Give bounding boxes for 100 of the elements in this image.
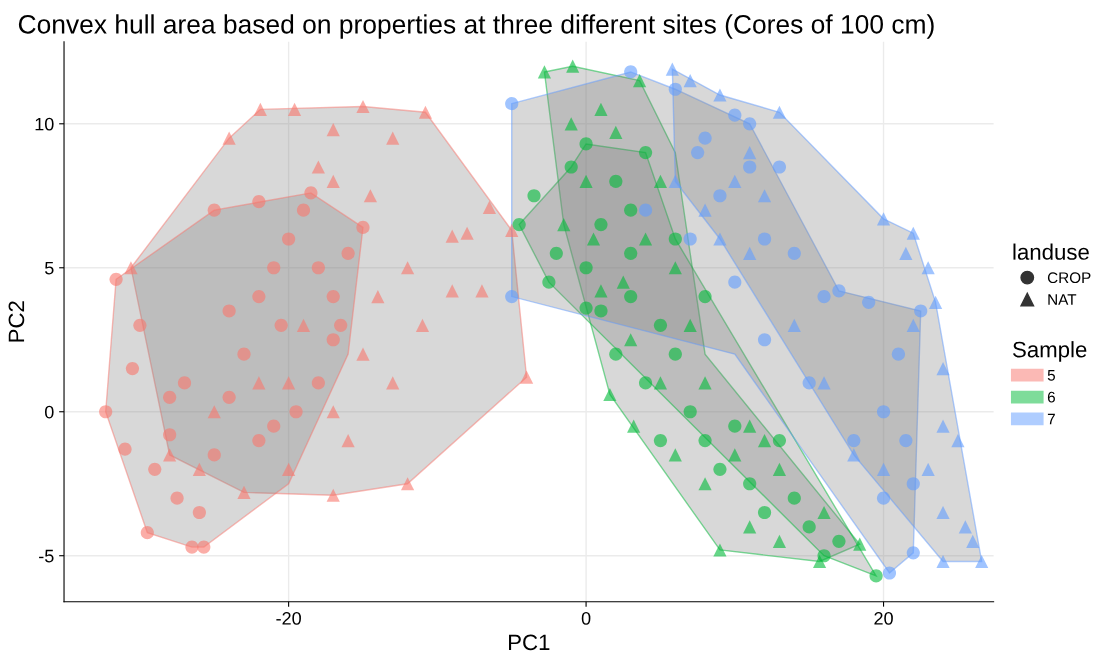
point <box>282 376 296 390</box>
point <box>616 275 630 289</box>
x-axis-title: PC1 <box>509 634 550 651</box>
point <box>177 376 192 390</box>
point <box>876 462 891 476</box>
point <box>936 419 950 433</box>
point <box>207 448 221 462</box>
x-tick-label: 20 <box>874 611 893 625</box>
point <box>743 419 757 433</box>
point <box>728 419 742 433</box>
point <box>386 131 400 145</box>
point <box>624 65 638 79</box>
text: CROP <box>1047 272 1091 284</box>
point <box>683 74 697 88</box>
point <box>936 554 950 569</box>
point <box>951 433 965 448</box>
point <box>401 261 415 275</box>
point <box>460 226 474 240</box>
point <box>728 108 742 122</box>
point <box>609 174 623 188</box>
y-tick-label: 0 <box>44 405 54 419</box>
point <box>252 433 266 448</box>
point <box>326 405 340 419</box>
point <box>653 174 668 188</box>
point <box>237 485 251 499</box>
point <box>326 122 340 137</box>
point <box>847 433 861 448</box>
point <box>743 160 757 174</box>
point <box>163 428 177 442</box>
point <box>691 146 705 160</box>
point <box>743 520 757 534</box>
point <box>698 131 712 145</box>
point <box>772 105 787 119</box>
point <box>505 289 519 304</box>
point <box>326 174 340 188</box>
point <box>772 160 787 174</box>
point <box>222 131 236 145</box>
y-tick-label: -5 <box>39 549 54 563</box>
point <box>802 376 816 390</box>
point <box>787 318 801 332</box>
point <box>668 82 682 96</box>
point <box>252 194 266 209</box>
point <box>311 261 325 275</box>
point <box>603 387 617 402</box>
point <box>914 304 928 318</box>
x-tick-label: -20 <box>276 611 301 625</box>
point <box>586 232 601 246</box>
point <box>148 462 162 476</box>
point <box>207 405 221 419</box>
point <box>311 376 325 390</box>
point <box>832 284 846 298</box>
point <box>832 534 846 548</box>
text: NAT <box>1048 294 1077 305</box>
point <box>341 433 355 448</box>
point <box>482 200 496 214</box>
point <box>653 318 668 332</box>
point <box>929 295 943 309</box>
point <box>252 376 266 390</box>
point <box>624 289 638 304</box>
point <box>882 566 897 580</box>
point <box>118 442 132 456</box>
point <box>207 203 221 217</box>
point <box>665 62 679 76</box>
point <box>594 304 608 318</box>
point <box>728 174 742 188</box>
point <box>445 229 459 243</box>
point <box>743 146 757 160</box>
point <box>743 246 757 260</box>
point <box>163 390 177 404</box>
point <box>906 226 920 240</box>
point <box>287 102 302 116</box>
point <box>415 318 430 332</box>
point <box>772 433 787 448</box>
point <box>638 376 653 390</box>
legend-label: 6 <box>1047 391 1055 403</box>
point <box>341 246 355 260</box>
point <box>627 419 641 433</box>
point <box>936 361 950 376</box>
point <box>698 433 712 448</box>
point <box>549 246 563 260</box>
point <box>594 217 608 232</box>
point <box>757 232 772 246</box>
point <box>512 217 526 232</box>
point <box>958 520 972 534</box>
point <box>624 333 638 347</box>
point <box>237 347 251 361</box>
point <box>520 370 534 384</box>
point <box>633 74 647 88</box>
point <box>906 477 920 491</box>
point <box>713 232 727 246</box>
point <box>906 546 920 560</box>
point <box>668 347 682 361</box>
point <box>876 491 891 505</box>
point <box>564 117 578 131</box>
point <box>222 304 236 318</box>
point <box>109 272 123 286</box>
point <box>713 189 727 203</box>
point <box>267 261 281 275</box>
point <box>899 433 913 448</box>
point <box>624 246 638 260</box>
